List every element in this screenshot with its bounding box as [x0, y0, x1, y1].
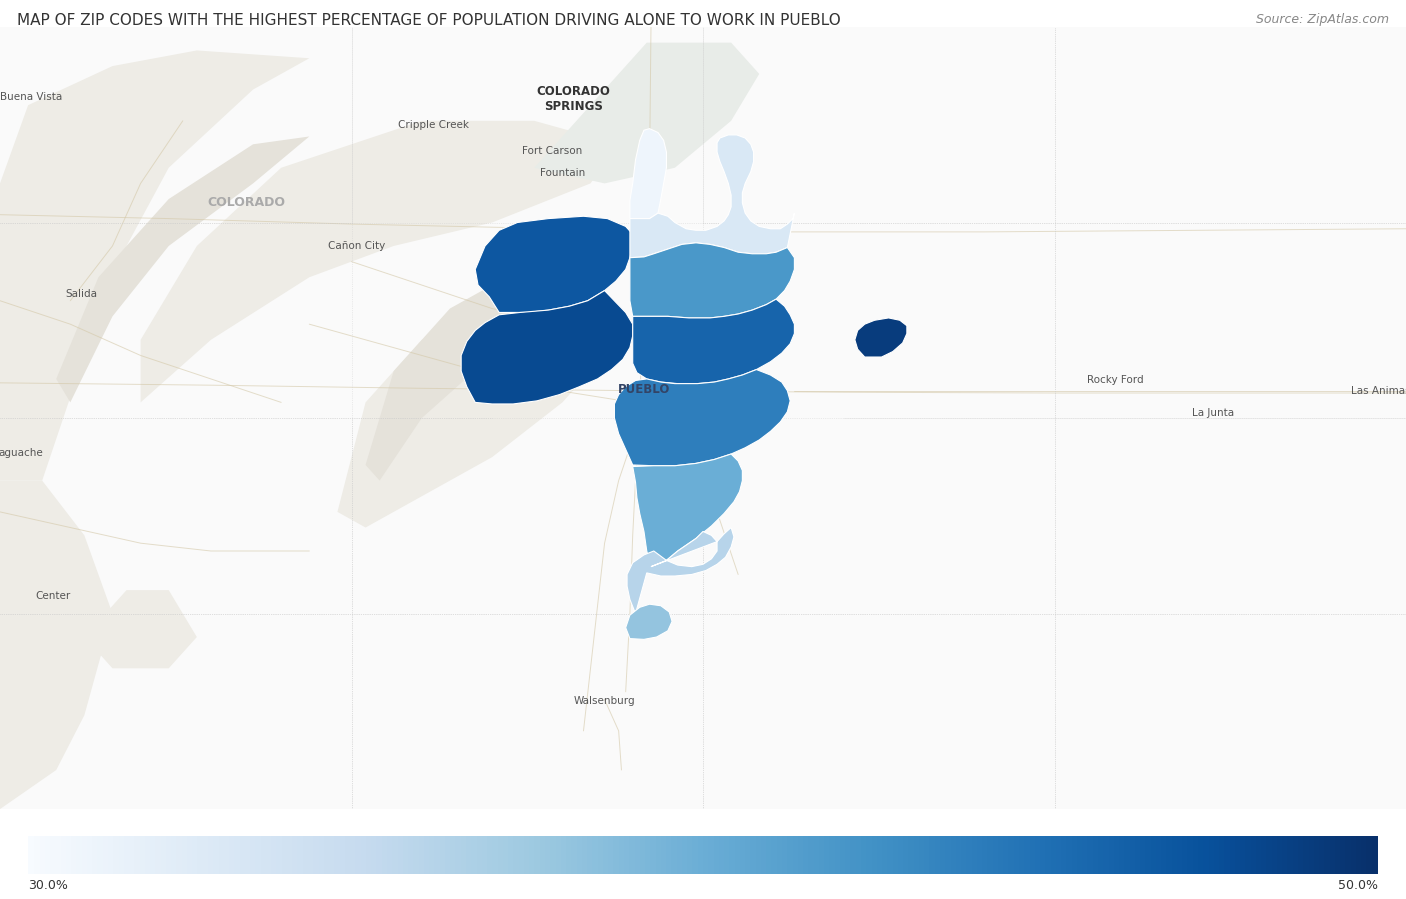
Text: Salida: Salida [66, 289, 97, 299]
Polygon shape [461, 290, 633, 404]
Polygon shape [366, 246, 591, 481]
Text: Buena Vista: Buena Vista [0, 93, 62, 102]
Polygon shape [630, 135, 794, 258]
Text: La Junta: La Junta [1192, 408, 1234, 418]
Polygon shape [84, 590, 197, 668]
Text: Fort Carson: Fort Carson [523, 146, 582, 156]
Polygon shape [614, 369, 790, 466]
Polygon shape [633, 454, 742, 566]
Text: Las Animas: Las Animas [1351, 386, 1406, 396]
Polygon shape [56, 137, 309, 403]
Text: 30.0%: 30.0% [28, 879, 67, 892]
Polygon shape [141, 120, 619, 403]
Text: COLORADO
SPRINGS: COLORADO SPRINGS [537, 85, 610, 113]
Polygon shape [0, 50, 309, 481]
Text: Walsenburg: Walsenburg [574, 696, 636, 707]
Text: 50.0%: 50.0% [1339, 879, 1378, 892]
Polygon shape [855, 318, 907, 357]
Text: Center: Center [35, 592, 72, 601]
Polygon shape [627, 528, 734, 613]
Polygon shape [633, 299, 794, 384]
Text: Rocky Ford: Rocky Ford [1087, 376, 1143, 386]
Polygon shape [630, 243, 794, 318]
Polygon shape [337, 277, 619, 528]
Text: Fountain: Fountain [540, 168, 585, 178]
Polygon shape [626, 604, 672, 639]
Text: Cripple Creek: Cripple Creek [398, 120, 468, 129]
Text: MAP OF ZIP CODES WITH THE HIGHEST PERCENTAGE OF POPULATION DRIVING ALONE TO WORK: MAP OF ZIP CODES WITH THE HIGHEST PERCEN… [17, 13, 841, 28]
Text: Cañon City: Cañon City [329, 241, 385, 251]
Polygon shape [534, 42, 759, 183]
Text: COLORADO: COLORADO [207, 197, 285, 209]
Polygon shape [0, 481, 112, 809]
Text: aguache: aguache [0, 449, 44, 458]
Polygon shape [630, 129, 666, 218]
Polygon shape [475, 217, 633, 313]
Text: PUEBLO: PUEBLO [617, 383, 671, 396]
Text: Source: ZipAtlas.com: Source: ZipAtlas.com [1256, 13, 1389, 25]
